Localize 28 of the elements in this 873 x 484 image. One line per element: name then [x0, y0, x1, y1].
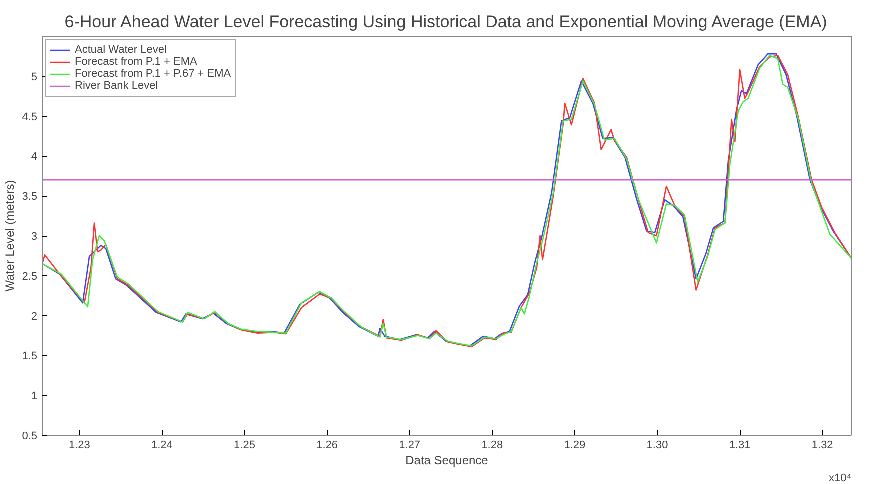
y-tick-label: 0.5 — [22, 430, 38, 442]
x-tick-label: 1.24 — [151, 440, 173, 452]
legend-label: Forecast from P.1 + EMA — [75, 56, 198, 68]
y-tick-label: 3 — [31, 231, 38, 243]
x-tick-label: 1.32 — [812, 440, 834, 452]
legend-label: River Bank Level — [75, 80, 158, 92]
x-tick-label: 1.29 — [564, 440, 586, 452]
legend-label: Actual Water Level — [75, 44, 167, 56]
y-axis-title: Water Level (meters) — [3, 180, 18, 292]
x-tick-label: 1.26 — [316, 440, 338, 452]
y-tick-label: 4.5 — [22, 111, 38, 124]
x-tick-label: 1.28 — [482, 440, 504, 452]
y-tick-label: 3.5 — [22, 191, 38, 204]
y-tick-label: 1.5 — [22, 350, 38, 363]
y-tick-label: 1 — [31, 390, 38, 403]
x-tick-label: 1.27 — [399, 440, 421, 452]
chart-title: 6-Hour Ahead Water Level Forecasting Using Historical Data and Exponential Moving Average (EMA) — [64, 12, 828, 32]
x-axis-title: Data Sequence — [406, 454, 489, 468]
x-tick-label: 1.23 — [68, 440, 90, 452]
x-tick-label: 1.31 — [729, 440, 751, 452]
x-tick-label: 1.30 — [646, 440, 668, 452]
y-tick-label: 2 — [31, 310, 38, 323]
y-tick-label: 2.5 — [22, 270, 38, 283]
y-tick-label: 5 — [31, 71, 38, 84]
x-tick-label: 1.25 — [234, 440, 256, 452]
y-tick-label: 4 — [31, 151, 38, 164]
text: x10⁴ — [829, 472, 852, 484]
legend-label: Forecast from P.1 + P.67 + EMA — [75, 68, 232, 80]
